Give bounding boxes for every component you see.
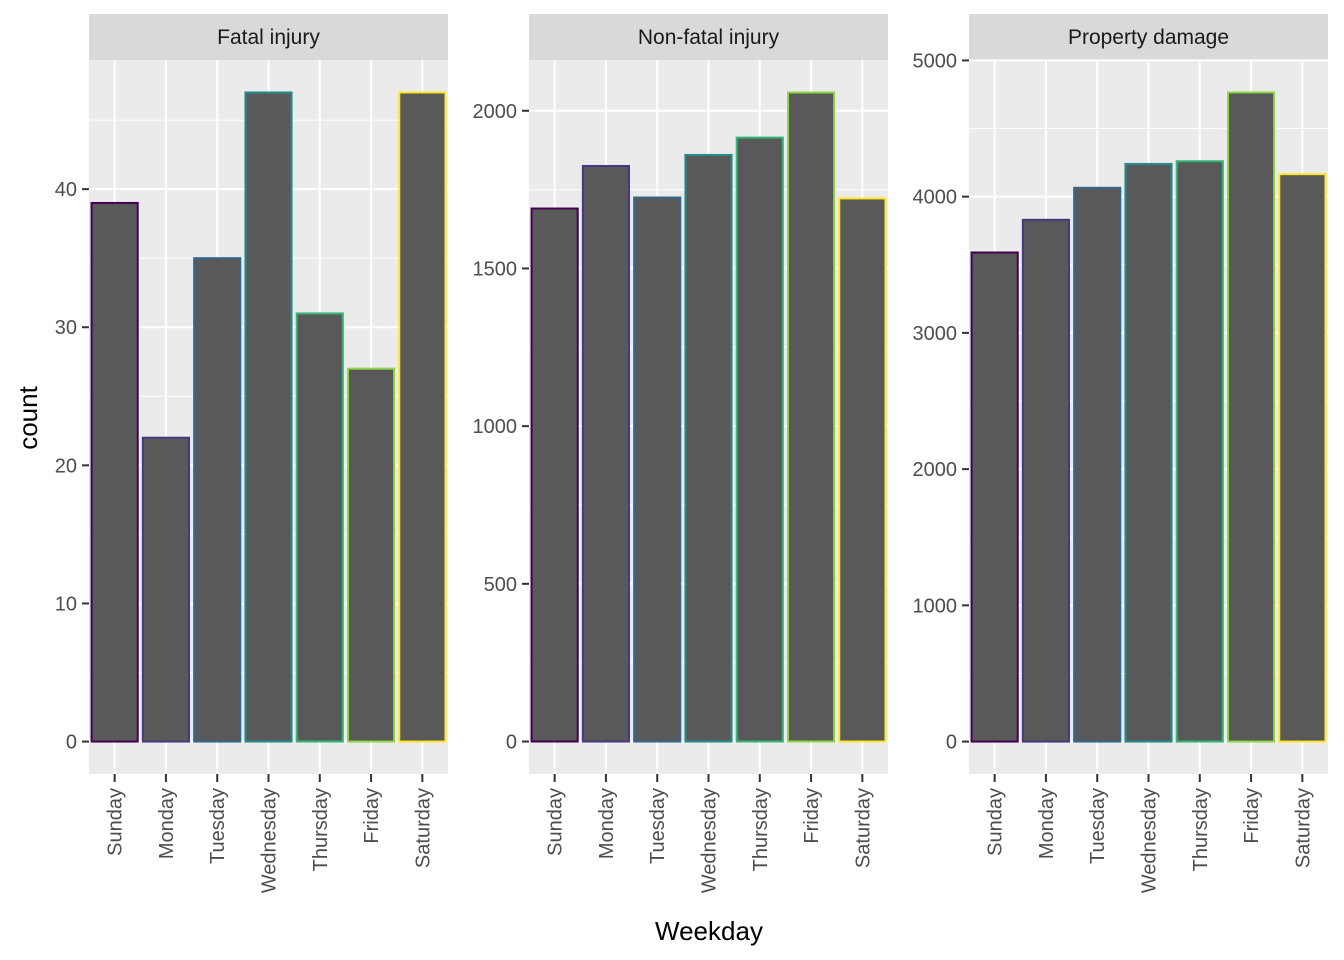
bar-sunday (530, 207, 579, 743)
facet-strip (89, 14, 448, 60)
facet-title: Property damage (1068, 26, 1229, 49)
facet-strip (529, 14, 888, 60)
x-tick-label: Tuesday (1087, 788, 1109, 864)
facet-2: Non-fatal injury 0 500 1000 1500 2000 Sunday Mo… (473, 14, 888, 893)
bar-thursday (295, 312, 344, 743)
y-tick-label: 40 (55, 179, 77, 201)
y-tick-label: 2000 (913, 459, 958, 481)
y-tick-label: 500 (484, 574, 517, 596)
x-tick-label: Sunday (985, 788, 1007, 856)
x-tick-label: Saturday (852, 788, 874, 868)
bar-monday (1021, 218, 1071, 743)
bar-thursday (735, 136, 784, 743)
bar-thursday (1175, 160, 1224, 743)
x-tick-label: Monday (596, 788, 618, 859)
x-tick-label: Tuesday (647, 788, 669, 864)
bar-friday (1226, 91, 1276, 743)
bar-tuesday (633, 196, 682, 743)
bar-monday (141, 436, 191, 743)
facet-panels: Fatal injury 0 10 20 30 40 Sunday Monday Tuesday… (55, 14, 1328, 893)
bar-tuesday (1073, 186, 1122, 743)
x-tick-label: Saturday (1292, 788, 1314, 868)
y-tick-label: 1000 (473, 416, 518, 438)
y-tick-label: 1500 (473, 258, 518, 280)
x-tick-label: Monday (156, 788, 178, 859)
y-tick-label: 1000 (913, 595, 958, 617)
facet-title: Fatal injury (217, 26, 320, 49)
facet-strip (969, 14, 1328, 60)
bar-sunday (970, 251, 1019, 743)
y-tick-label: 5000 (913, 50, 958, 72)
y-axis-title: count (13, 385, 43, 449)
y-tick-label: 10 (55, 593, 77, 615)
x-tick-label: Wednesday (1139, 788, 1161, 893)
x-tick-label: Tuesday (207, 788, 229, 864)
x-tick-label: Sunday (545, 788, 567, 856)
bar-wednesday (244, 91, 293, 743)
x-tick-label: Friday (361, 788, 383, 844)
y-tick-label: 4000 (913, 187, 958, 209)
x-tick-label: Saturday (412, 788, 434, 868)
bar-wednesday (1124, 162, 1173, 743)
bar-monday (581, 164, 631, 743)
facet-3: Property damage 0 1000 2000 3000 4000 5000 Sund… (913, 14, 1328, 893)
x-tick-label: Sunday (105, 788, 127, 856)
facet-1: Fatal injury 0 10 20 30 40 Sunday Monday Tuesday… (55, 14, 448, 893)
y-tick-label: 3000 (913, 323, 958, 345)
y-tick-label: 20 (55, 455, 77, 477)
bar-sunday (90, 201, 139, 743)
bar-saturday (398, 91, 447, 743)
x-tick-label: Thursday (310, 788, 332, 871)
bar-wednesday (684, 153, 733, 743)
bar-friday (346, 367, 396, 743)
x-tick-label: Friday (801, 788, 823, 844)
y-tick-label: 0 (66, 732, 77, 754)
y-tick-label: 2000 (473, 101, 518, 123)
y-tick-label: 30 (55, 317, 77, 339)
x-tick-label: Wednesday (259, 788, 281, 893)
x-tick-label: Thursday (1190, 788, 1212, 871)
y-tick-label: 0 (946, 732, 957, 754)
x-axis-title: Weekday (655, 916, 763, 946)
x-tick-label: Friday (1241, 788, 1263, 844)
x-tick-label: Monday (1036, 788, 1058, 859)
x-tick-label: Thursday (750, 788, 772, 871)
facet-title: Non-fatal injury (638, 26, 780, 49)
bar-saturday (1278, 173, 1327, 743)
bar-saturday (838, 197, 887, 743)
x-tick-label: Wednesday (699, 788, 721, 893)
y-tick-label: 0 (506, 732, 517, 754)
bar-friday (786, 91, 836, 743)
bar-tuesday (193, 257, 242, 743)
